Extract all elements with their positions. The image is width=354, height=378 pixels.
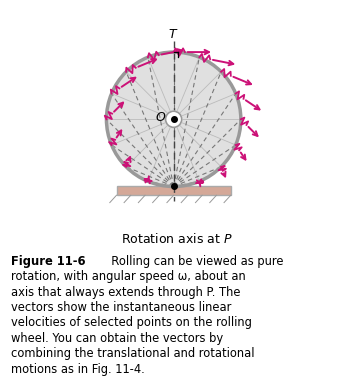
Circle shape [166, 111, 182, 127]
Text: T: T [169, 28, 176, 41]
Text: rotation, with angular speed ω, about an: rotation, with angular speed ω, about an [11, 270, 245, 284]
Text: Rotation axis at $\it{P}$: Rotation axis at $\it{P}$ [121, 232, 233, 246]
Text: Rolling can be viewed as pure: Rolling can be viewed as pure [104, 255, 284, 268]
Text: wheel. You can obtain the vectors by: wheel. You can obtain the vectors by [11, 332, 223, 345]
Text: axis that always extends through P. The: axis that always extends through P. The [11, 286, 240, 299]
Text: motions as in Fig. 11-4.: motions as in Fig. 11-4. [11, 363, 144, 375]
Text: velocities of selected points on the rolling: velocities of selected points on the rol… [11, 316, 251, 330]
Text: O: O [155, 111, 165, 124]
Text: vectors show the instantaneous linear: vectors show the instantaneous linear [11, 301, 231, 314]
Circle shape [107, 52, 241, 186]
Text: combining the translational and rotational: combining the translational and rotation… [11, 347, 254, 360]
Text: Figure 11-6: Figure 11-6 [11, 255, 85, 268]
FancyBboxPatch shape [116, 186, 231, 195]
